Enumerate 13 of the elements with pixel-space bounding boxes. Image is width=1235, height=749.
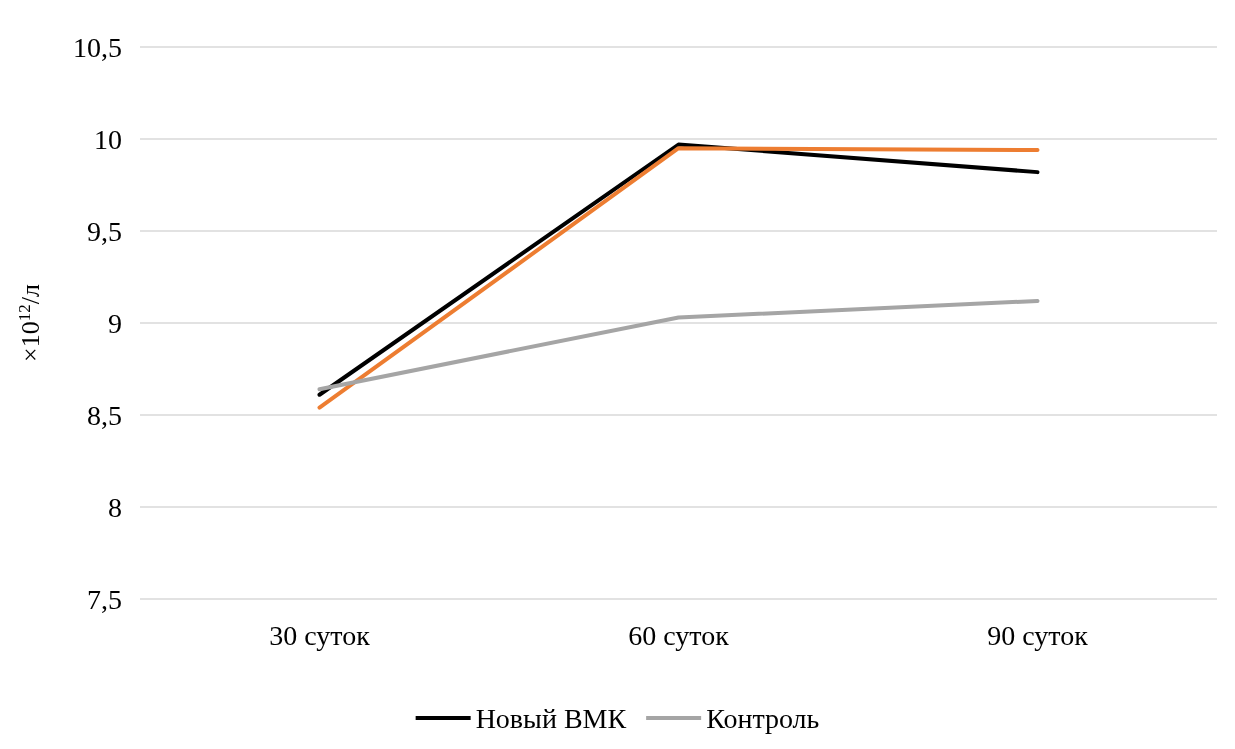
- y-tick-label: 9: [108, 307, 122, 339]
- legend-label: Новый ВМК: [475, 702, 627, 734]
- y-tick-label: 7,5: [87, 583, 122, 615]
- y-tick-label: 10,5: [73, 31, 122, 63]
- x-tick-label: 90 суток: [987, 619, 1089, 651]
- y-tick-label: 8: [108, 491, 122, 523]
- x-tick-label: 60 суток: [628, 619, 730, 651]
- legend-label: Контроль: [706, 702, 820, 734]
- y-tick-label: 8,5: [87, 399, 122, 431]
- y-axis-title: ×1012/л: [15, 284, 45, 362]
- x-tick-label: 30 суток: [269, 619, 371, 651]
- y-tick-label: 10: [94, 123, 122, 155]
- y-tick-label: 9,5: [87, 215, 122, 247]
